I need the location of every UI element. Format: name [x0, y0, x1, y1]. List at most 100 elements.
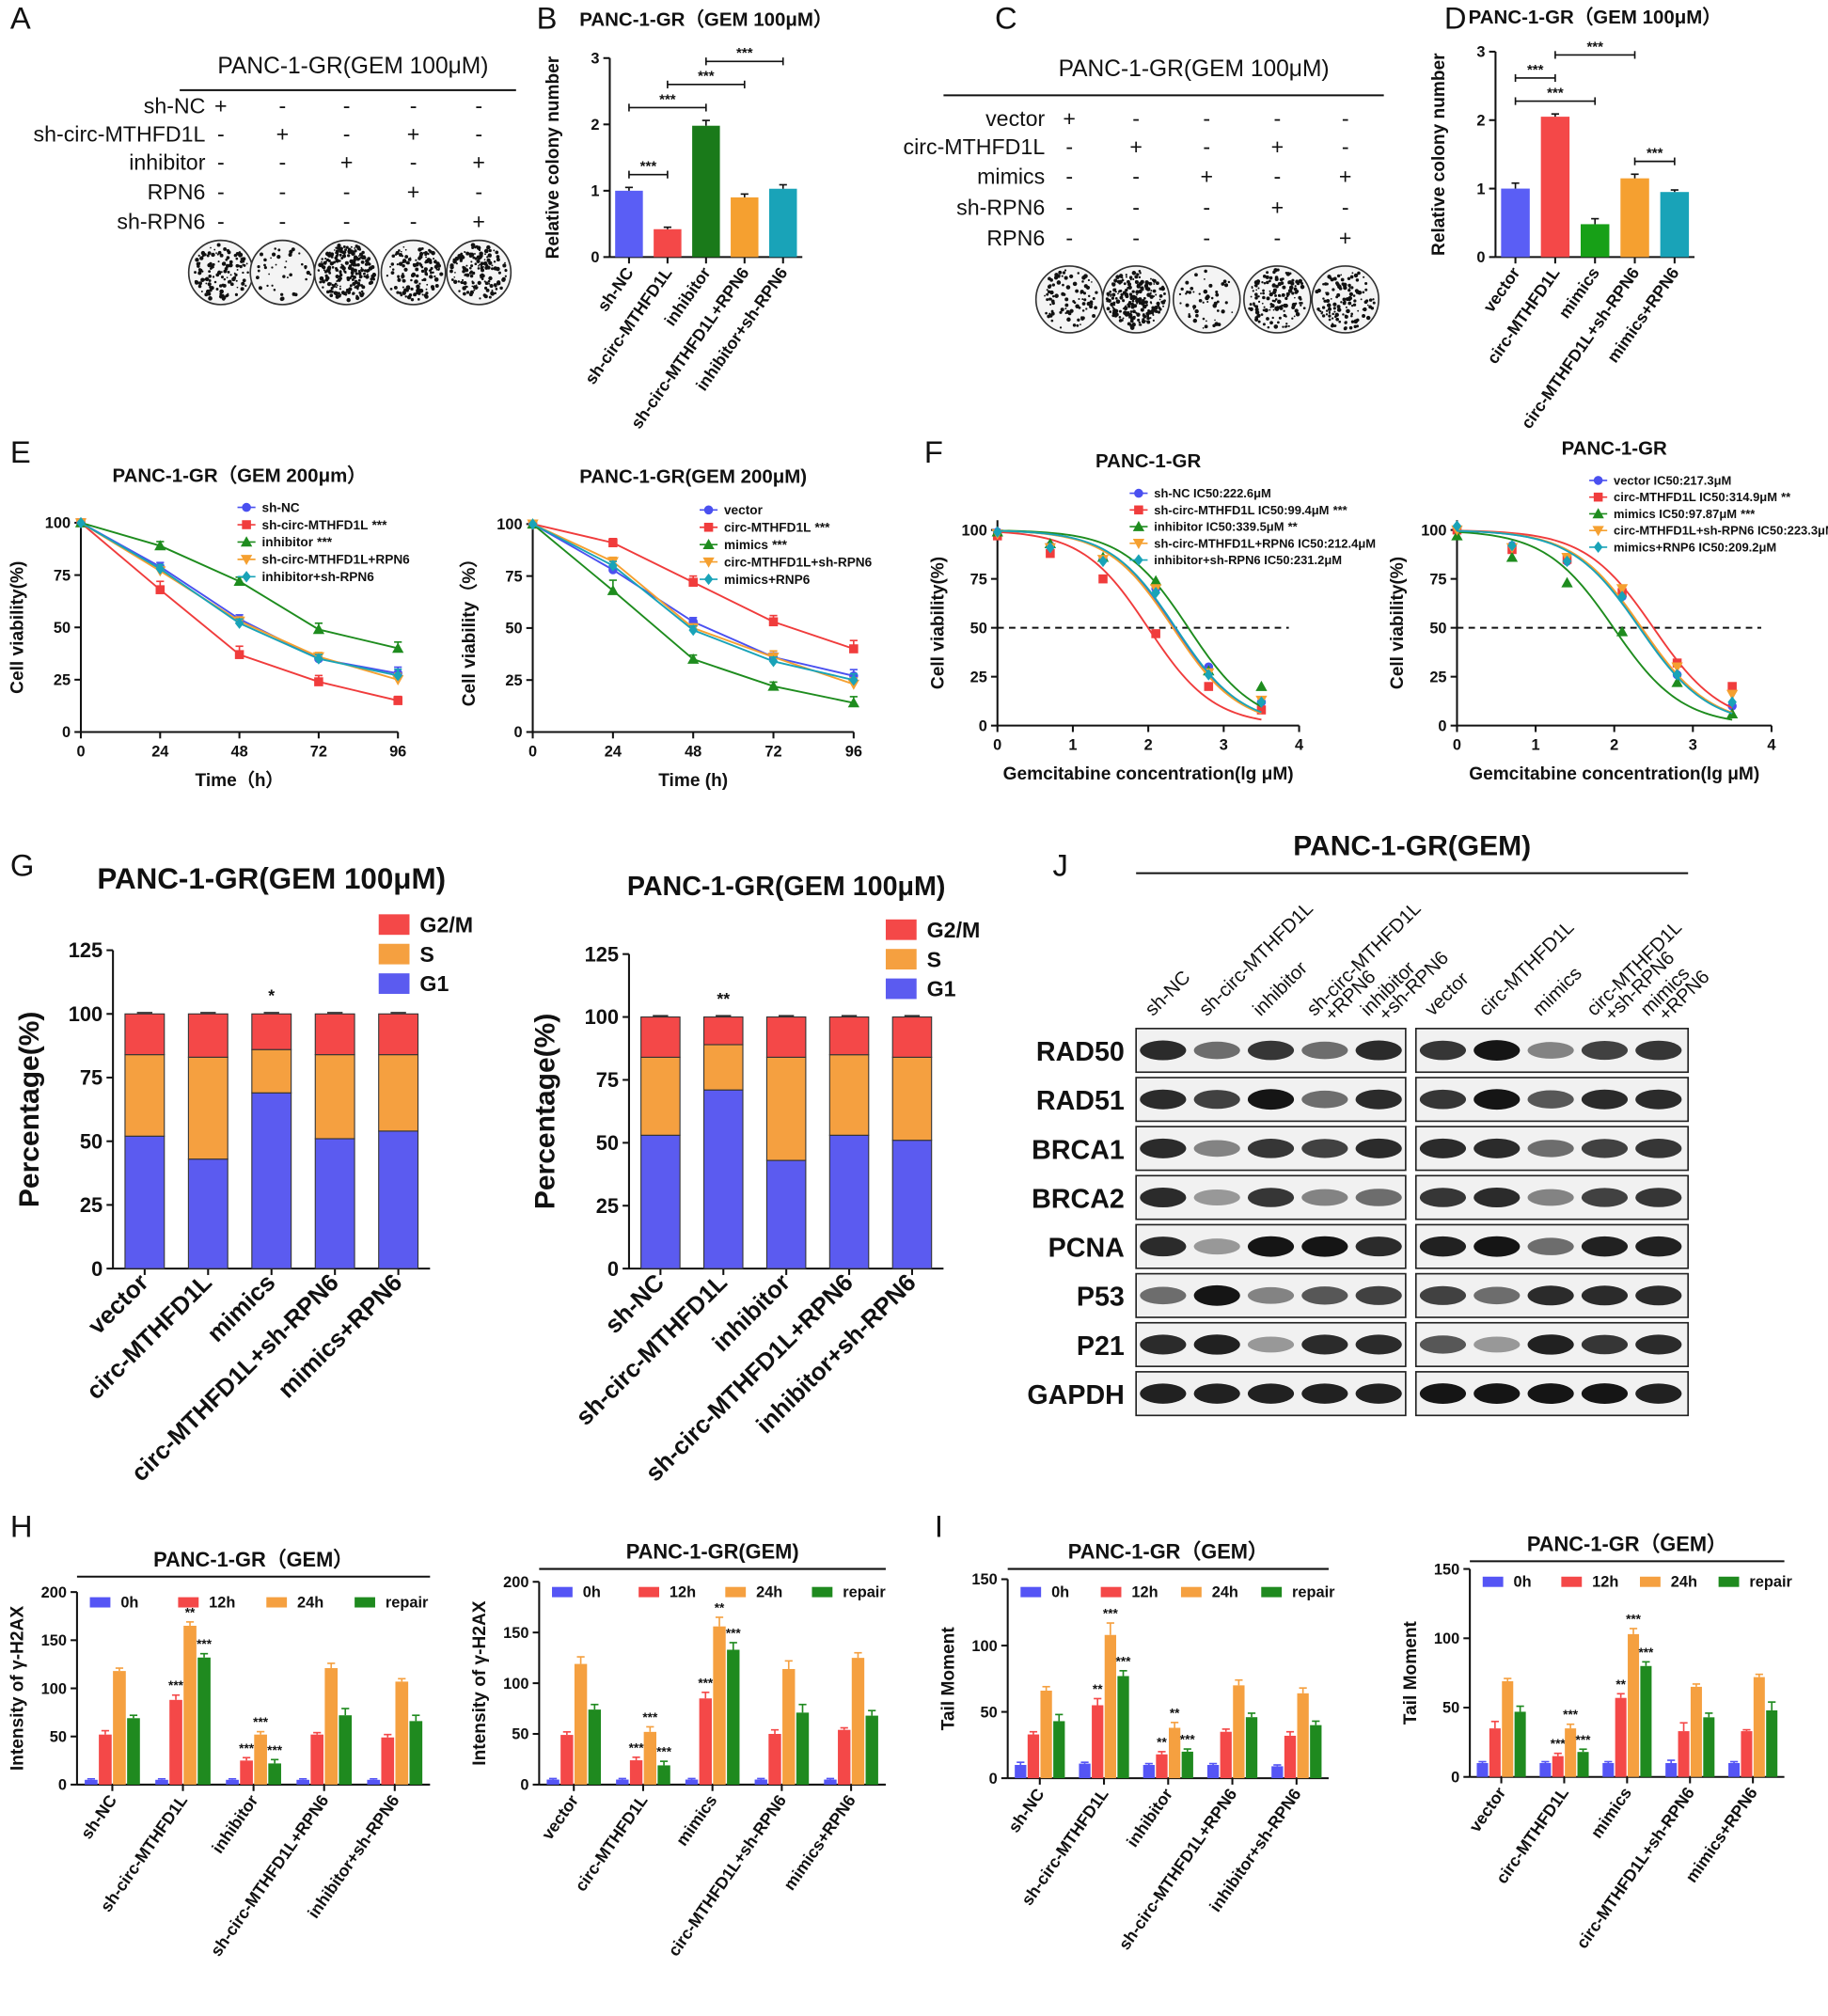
colony [361, 291, 365, 295]
colony [488, 282, 491, 285]
significance: ** [1093, 1682, 1103, 1696]
y-tick-label: 3 [591, 51, 599, 68]
significance: *** [1576, 1733, 1592, 1747]
colony [203, 278, 206, 281]
cell: - [343, 209, 351, 233]
colony [1111, 296, 1115, 300]
legend-significance: *** [317, 535, 333, 549]
colony [1285, 325, 1288, 328]
colony [197, 271, 202, 276]
colony [1340, 301, 1343, 304]
protein-label: P21 [1077, 1331, 1125, 1362]
colony [1294, 285, 1297, 288]
y-tick-label: 2 [1476, 112, 1485, 129]
colony [1111, 282, 1116, 287]
colony [1121, 278, 1125, 282]
colony [1127, 286, 1129, 290]
colony [417, 297, 420, 301]
colony [1129, 278, 1132, 281]
legend-swatch [812, 1586, 833, 1598]
colony [1372, 298, 1375, 301]
legend-marker [240, 536, 253, 547]
bar [1620, 178, 1649, 258]
colony [357, 283, 361, 287]
fit-curve [1457, 529, 1733, 714]
colony [1257, 295, 1260, 298]
y-tick-label: 25 [1429, 669, 1446, 685]
colony [235, 263, 240, 268]
colony [483, 280, 486, 283]
colony [434, 260, 437, 262]
colony [1130, 302, 1135, 307]
bar [657, 1765, 670, 1785]
bar [768, 1734, 781, 1785]
cell: - [1132, 195, 1140, 219]
colony [347, 254, 351, 258]
colony [1254, 292, 1258, 296]
colony [204, 276, 210, 282]
bar [310, 1734, 324, 1785]
row-label: sh-NC [144, 93, 206, 118]
legend-swatch [1261, 1586, 1283, 1598]
colony [405, 285, 411, 290]
colony [1109, 291, 1112, 293]
colony [425, 256, 428, 259]
colony [1257, 320, 1261, 323]
colony [1267, 325, 1270, 329]
bar [727, 1649, 740, 1785]
colony [1324, 282, 1328, 286]
colony [1204, 324, 1208, 329]
colony [1092, 313, 1096, 318]
bar [838, 1729, 851, 1785]
legend-marker [1134, 488, 1143, 498]
colony [1216, 309, 1220, 312]
colony [504, 275, 507, 277]
colony [481, 268, 485, 273]
bar [692, 125, 720, 258]
colony [475, 284, 478, 287]
colony [1089, 305, 1093, 309]
panel-letter: J [1052, 847, 1067, 882]
colony [457, 254, 462, 259]
colony [1264, 307, 1269, 313]
colony [360, 255, 366, 260]
data-point [849, 674, 859, 686]
colony [271, 266, 274, 269]
colony [493, 249, 496, 252]
colony [331, 283, 334, 287]
colony [486, 244, 491, 250]
colony [1192, 291, 1195, 293]
colony [1150, 312, 1153, 314]
colony [1063, 292, 1066, 296]
y-axis-label: Percentage(%) [14, 1012, 45, 1208]
colony [343, 292, 346, 296]
colony [1087, 278, 1091, 282]
legend-label: sh-NC [261, 500, 299, 514]
significance: *** [640, 159, 657, 175]
colony [1060, 307, 1064, 312]
colony [282, 275, 286, 278]
significance: *** [659, 91, 676, 107]
colony [289, 249, 293, 254]
legend-significance: ** [1781, 490, 1791, 504]
bar [367, 1779, 381, 1785]
colony [1335, 281, 1339, 286]
colony [464, 250, 466, 254]
bar [629, 1760, 643, 1785]
colony [409, 257, 412, 260]
colony [213, 280, 217, 284]
x-tick-label: 3 [1689, 737, 1697, 754]
bar [865, 1715, 878, 1785]
colony [1249, 307, 1253, 311]
colony [1145, 320, 1147, 323]
blot-band [1247, 1286, 1295, 1304]
y-tick-label: 75 [1429, 571, 1446, 588]
colony [1107, 298, 1111, 303]
y-tick-label: 0 [62, 724, 71, 741]
data-point [1671, 676, 1683, 687]
cell: - [217, 150, 225, 175]
bar [339, 1715, 353, 1785]
data-point [1727, 682, 1737, 691]
colony [1142, 301, 1146, 305]
colony [489, 255, 492, 258]
